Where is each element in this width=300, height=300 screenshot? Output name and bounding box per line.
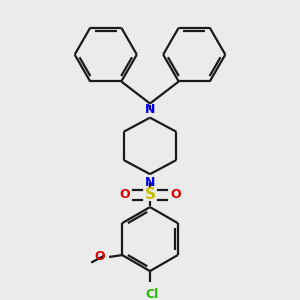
Text: N: N [145,176,155,189]
Text: O: O [119,188,130,201]
Text: O: O [95,250,105,262]
Text: N: N [145,103,155,116]
Text: Cl: Cl [145,288,158,300]
Text: O: O [170,188,181,201]
Text: S: S [145,187,155,202]
